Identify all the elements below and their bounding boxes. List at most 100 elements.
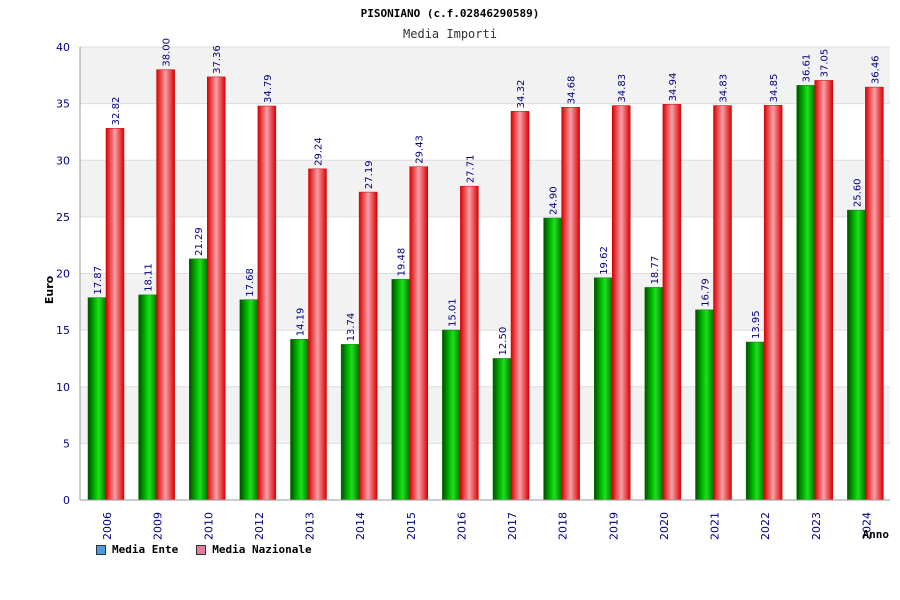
- data-label: 12.50: [498, 327, 509, 356]
- data-label: 17.68: [245, 268, 256, 297]
- data-label: 17.87: [93, 266, 104, 295]
- x-tick-label: 2017: [506, 512, 519, 540]
- y-tick-label: 25: [56, 211, 70, 224]
- y-axis-label: Euro: [43, 275, 56, 304]
- bar-media-nazionale-2010: [207, 76, 226, 501]
- data-label: 13.74: [346, 313, 357, 342]
- bar-media-ente-2018: [543, 217, 562, 501]
- data-label: 29.43: [415, 135, 426, 164]
- data-label: 34.68: [567, 76, 578, 105]
- chart-subtitle: Media Importi: [403, 27, 497, 41]
- data-label: 34.83: [719, 74, 730, 103]
- bar-media-nazionale-2012: [257, 105, 277, 501]
- x-tick-label: 2012: [253, 512, 266, 540]
- bar-media-ente-2014: [340, 344, 360, 501]
- y-tick-label: 30: [56, 154, 70, 167]
- x-tick-label: 2020: [658, 512, 671, 540]
- data-label: 18.11: [144, 263, 155, 292]
- bar-media-nazionale-2009: [156, 69, 175, 501]
- bar-media-ente-2019: [594, 277, 613, 501]
- data-label: 37.05: [820, 49, 831, 78]
- data-label: 34.79: [263, 74, 274, 103]
- bar-media-ente-2024: [847, 209, 866, 501]
- bar-media-nazionale-2015: [409, 166, 428, 501]
- bar-media-nazionale-2014: [358, 191, 378, 501]
- bar-media-ente-2010: [189, 258, 208, 501]
- axes: 0 5 10 15 20 25 30 35 40 2006 2009 2010 2012 2013 2014…: [56, 41, 890, 540]
- data-label: 38.00: [162, 38, 173, 67]
- data-label: 21.29: [194, 227, 205, 256]
- legend-label-media-ente: Media Ente: [112, 543, 179, 556]
- data-label: 19.62: [599, 246, 610, 275]
- y-tick-label: 35: [56, 98, 70, 111]
- bar-media-ente-2022: [745, 341, 765, 501]
- bar-media-nazionale-2018: [561, 106, 580, 501]
- data-label: 14.19: [296, 308, 307, 337]
- legend-item-media-ente: Media Ente: [96, 543, 178, 556]
- bar-media-ente-2013: [290, 339, 309, 501]
- bar-media-ente-2021: [695, 309, 714, 501]
- legend-swatch-media-nazionale: [196, 544, 207, 555]
- legend-item-media-nazionale: Media Nazionale: [196, 543, 312, 556]
- x-tick-label: 2023: [810, 512, 823, 540]
- data-label: 34.83: [617, 74, 628, 103]
- bar-media-nazionale-2013: [308, 168, 327, 501]
- x-tick-label: 2006: [101, 512, 114, 540]
- bar-media-nazionale-2017: [510, 111, 530, 501]
- bar-media-nazionale-2019: [612, 105, 631, 501]
- data-label: 15.01: [447, 298, 458, 327]
- data-label: 27.19: [364, 160, 375, 189]
- bar-media-ente-2016: [442, 329, 461, 501]
- data-label: 25.60: [852, 178, 863, 207]
- data-label: 27.71: [465, 155, 476, 184]
- data-label: 34.85: [769, 74, 780, 103]
- bar-media-nazionale-2023: [814, 80, 833, 501]
- data-label: 34.32: [516, 80, 527, 109]
- x-axis-label: Anno: [863, 528, 890, 541]
- data-label: 18.77: [650, 256, 661, 285]
- y-tick-label: 40: [56, 41, 70, 54]
- chart-title: PISONIANO (c.f.02846290589): [361, 7, 540, 20]
- bar-media-nazionale-2021: [713, 105, 732, 501]
- bar-media-ente-2015: [391, 279, 410, 501]
- bar-media-nazionale-2024: [865, 86, 884, 501]
- x-tick-label: 2013: [304, 512, 317, 540]
- x-tick-label: 2014: [354, 512, 367, 540]
- bar-media-nazionale-2006: [105, 128, 125, 501]
- data-label: 37.36: [212, 45, 223, 74]
- bar-media-ente-2017: [492, 358, 512, 501]
- data-label: 29.24: [314, 137, 325, 166]
- x-tick-label: 2024: [860, 512, 873, 540]
- legend: Media Ente Media Nazionale: [96, 543, 312, 556]
- bar-media-nazionale-2022: [763, 105, 783, 501]
- x-tick-label: 2015: [405, 512, 418, 540]
- bar-media-ente-2020: [644, 287, 664, 501]
- y-tick-label: 10: [56, 381, 70, 394]
- data-label: 24.90: [549, 186, 560, 215]
- x-tick-label: 2010: [202, 512, 215, 540]
- data-label: 13.95: [751, 310, 762, 339]
- data-label: 36.61: [802, 54, 813, 83]
- x-tick-label: 2009: [152, 512, 165, 540]
- bars-group: 17.87 32.82 18.11 38.00 21.29 37.36 17.68 34.79…: [87, 38, 884, 501]
- x-tick-label: 2022: [759, 512, 772, 540]
- x-tick-label: 2018: [557, 512, 570, 540]
- y-tick-label: 15: [56, 324, 70, 337]
- x-tick-label: 2019: [607, 512, 620, 540]
- bar-media-ente-2009: [138, 294, 157, 501]
- legend-label-media-nazionale: Media Nazionale: [212, 543, 312, 556]
- data-label: 32.82: [111, 97, 122, 126]
- x-tick-label: 2021: [709, 512, 722, 540]
- bar-media-nazionale-2020: [662, 104, 682, 501]
- x-tick-label: 2016: [455, 512, 468, 540]
- bar-media-ente-2006: [87, 297, 107, 501]
- bar-media-ente-2012: [239, 299, 259, 501]
- y-tick-label: 5: [63, 437, 70, 450]
- bar-media-ente-2023: [796, 85, 815, 501]
- data-label: 16.79: [701, 278, 712, 307]
- y-tick-label: 20: [56, 268, 70, 281]
- bar-media-nazionale-2016: [460, 185, 479, 501]
- y-tick-label: 0: [63, 494, 70, 507]
- legend-swatch-media-ente: [96, 544, 106, 555]
